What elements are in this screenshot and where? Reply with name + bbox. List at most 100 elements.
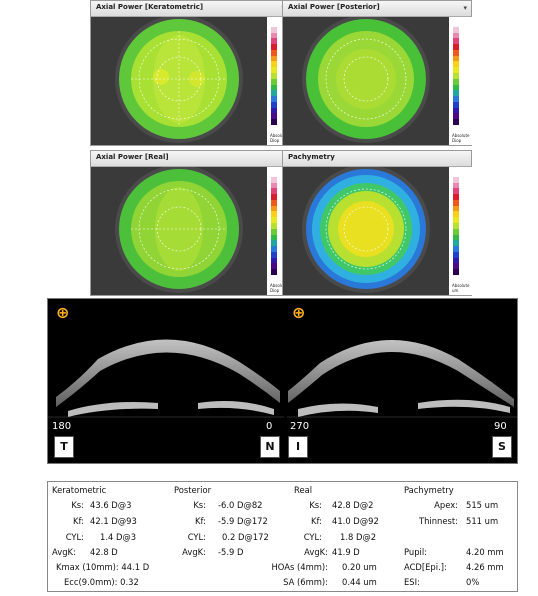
scale-type-label: Absolute	[452, 283, 470, 288]
oct-scan-panel[interactable]: ⊕ ⊕ 180 0 270 90 T N I S	[47, 298, 518, 464]
color-scale-swatch	[453, 269, 459, 276]
color-scale-swatch	[271, 240, 277, 247]
color-scale-swatch	[271, 182, 277, 189]
scale-unit-label: um	[452, 287, 459, 293]
axial-map-real[interactable]	[91, 167, 267, 295]
axial-map-posterior[interactable]	[283, 17, 449, 145]
ker-cyl-label: CYL:	[65, 532, 84, 542]
horizontal-scan-icon[interactable]: ⊕	[56, 303, 70, 322]
panel-title: Axial Power [Real]	[96, 153, 169, 161]
color-scale-swatch	[271, 107, 277, 114]
dropdown-arrow-icon[interactable]: ▾	[463, 4, 467, 12]
color-scale-swatch	[453, 205, 459, 212]
scale-type-label: Absolute	[270, 283, 288, 288]
pachy-esi-label: ESI:	[404, 577, 420, 587]
color-scale-swatch	[453, 119, 459, 126]
color-scale-swatch	[453, 61, 459, 68]
angle-label-left-mid: 0	[266, 421, 273, 432]
real-kf-value: 41.0 D@92	[332, 516, 379, 526]
color-scale-swatch	[271, 49, 277, 56]
panel-header: Pachymetry	[283, 151, 471, 167]
real-avgk-value: 41.9 D	[332, 547, 360, 557]
pachy-pupil-label: Pupil:	[404, 547, 428, 557]
color-scale: Absolute Diop	[451, 17, 473, 145]
color-scale-swatch	[453, 171, 459, 178]
ker-cyl-value: 1.4 D@3	[100, 532, 137, 542]
scale-footer: Absolute Diop	[452, 133, 470, 143]
color-scale-swatch	[271, 96, 277, 103]
color-scale-swatch	[453, 21, 459, 28]
color-scale-swatch	[453, 240, 459, 247]
color-scale-swatch	[453, 234, 459, 241]
color-scale-swatch	[271, 228, 277, 235]
color-scale-swatch	[453, 188, 459, 195]
ker-kf-value: 42.1 D@93	[90, 516, 137, 526]
post-cyl-label: CYL:	[187, 532, 206, 542]
color-scale-swatch	[271, 194, 277, 201]
post-kf-value: -5.9 D@172	[218, 516, 268, 526]
color-scale-swatch	[453, 182, 459, 189]
measurements-table: Keratometric Posterior Real Pachymetry K…	[47, 481, 518, 592]
color-scale-swatch	[453, 257, 459, 264]
scale-unit-label: Diop	[452, 137, 462, 143]
color-scale-swatch	[453, 44, 459, 51]
color-scale-swatch	[271, 55, 277, 62]
color-scale-swatch	[271, 101, 277, 108]
color-scale-swatch	[271, 73, 277, 80]
panel-header: Axial Power [Keratometric] ▾	[91, 1, 289, 17]
color-scale-swatch	[271, 223, 277, 230]
color-scale-swatch	[453, 113, 459, 120]
topography-map	[283, 17, 449, 145]
post-kf-label: Kf:	[195, 516, 206, 526]
orientation-box-temporal: T	[54, 436, 74, 458]
panel-title: Axial Power [Keratometric]	[96, 3, 204, 11]
color-scale-swatch	[271, 44, 277, 51]
color-scale-swatch	[453, 263, 459, 270]
color-scale-swatch	[453, 107, 459, 114]
pachy-acd-label: ACD[Epi.]:	[404, 562, 447, 572]
color-scale-swatch	[271, 26, 277, 33]
color-scale-swatch	[453, 217, 459, 224]
color-scale-swatch	[271, 269, 277, 276]
pachy-esi-value: 0%	[466, 577, 480, 587]
real-hoas-value: 0.20 um	[342, 562, 377, 572]
color-scale-bar	[271, 21, 277, 126]
color-scale-swatch	[453, 251, 459, 258]
map-panel-real[interactable]: Axial Power [Real] Absolute Diop	[90, 150, 291, 296]
pachymetry-header: Pachymetry	[404, 485, 454, 495]
map-panel-pachymetry[interactable]: Pachymetry Absolute um	[282, 150, 473, 296]
color-scale-swatch	[453, 55, 459, 62]
panel-header: Axial Power [Real]	[91, 151, 289, 167]
map-panel-posterior[interactable]: Axial Power [Posterior] ▾ Absolute Diop	[282, 0, 473, 146]
scale-unit-label: Diop	[270, 137, 280, 143]
pachymetry-color-map	[283, 167, 449, 295]
map-panel-keratometric[interactable]: Axial Power [Keratometric] ▾ Absolute Di…	[90, 0, 291, 146]
color-scale-swatch	[271, 78, 277, 85]
color-scale-swatch	[453, 78, 459, 85]
color-scale-swatch	[271, 211, 277, 218]
scale-type-label: Absolute	[452, 133, 470, 138]
color-scale-bar	[271, 171, 277, 276]
angle-label-right-mid: 270	[290, 421, 310, 432]
color-scale-swatch	[453, 73, 459, 80]
color-scale-swatch	[271, 234, 277, 241]
color-scale-swatch	[271, 217, 277, 224]
post-ks-value: -6.0 D@82	[218, 500, 263, 510]
real-header: Real	[294, 485, 313, 495]
post-avgk-value: -5.9 D	[218, 547, 244, 557]
color-scale-swatch	[453, 199, 459, 206]
color-scale-bar	[453, 171, 459, 276]
panel-title: Pachymetry	[288, 153, 335, 161]
color-scale-swatch	[453, 223, 459, 230]
pachy-thinnest-label: Thinnest:	[419, 516, 458, 526]
color-scale-swatch	[453, 84, 459, 91]
pachymetry-map[interactable]	[283, 167, 449, 295]
color-scale-swatch	[453, 32, 459, 39]
color-scale-swatch	[271, 32, 277, 39]
keratometric-header: Keratometric	[52, 485, 107, 495]
color-scale-swatch	[453, 101, 459, 108]
color-scale-swatch	[453, 38, 459, 45]
orientation-box-nasal: N	[260, 436, 280, 458]
vertical-scan-icon[interactable]: ⊕	[292, 303, 306, 322]
axial-map-keratometric[interactable]	[91, 17, 267, 145]
